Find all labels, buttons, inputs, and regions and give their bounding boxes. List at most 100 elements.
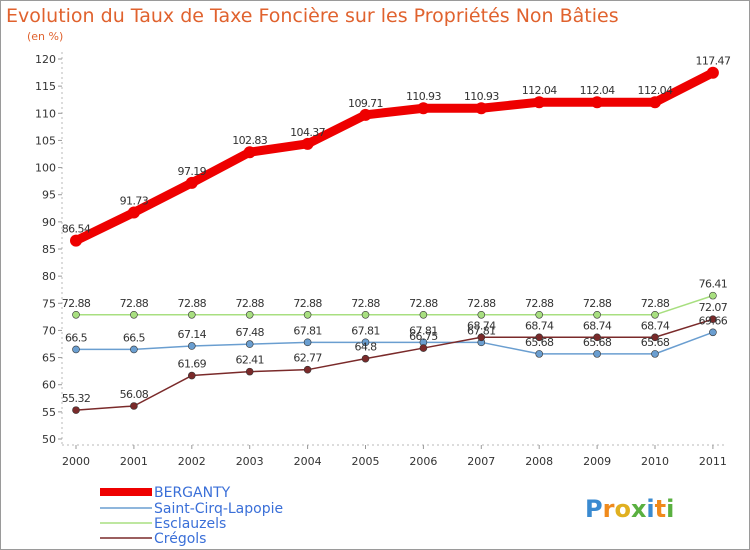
data-point — [245, 310, 254, 319]
y-tick-label: 80 — [42, 270, 56, 283]
data-point — [188, 310, 196, 319]
x-tick-label: 2004 — [294, 455, 322, 468]
data-label: 76.41 — [699, 278, 728, 291]
data-label: 72.88 — [235, 297, 264, 310]
data-label: 109.71 — [348, 97, 383, 110]
y-tick-label: 120 — [35, 53, 56, 66]
logo-text: Proxiti — [585, 495, 674, 523]
data-label: 56.08 — [120, 388, 149, 401]
legend-label: Crégols — [154, 531, 206, 547]
data-point — [245, 367, 254, 376]
logo-letter: t — [655, 495, 666, 523]
data-label: 66.5 — [65, 331, 88, 344]
data-point — [243, 146, 256, 159]
y-tick-label: 55 — [42, 406, 56, 419]
x-tick-label: 2003 — [236, 455, 264, 468]
data-label: 91.73 — [120, 194, 149, 207]
data-point — [535, 333, 544, 342]
data-point — [72, 310, 80, 319]
data-label: 65.68 — [583, 336, 612, 349]
data-point — [361, 354, 370, 363]
data-point — [651, 333, 659, 342]
data-label: 72.88 — [525, 297, 554, 310]
data-label: 65.68 — [525, 336, 554, 349]
data-label: 69.66 — [699, 314, 728, 327]
data-label: 67.81 — [351, 324, 380, 337]
data-label: 67.14 — [178, 328, 207, 341]
data-point — [245, 340, 254, 348]
data-point — [649, 96, 661, 109]
data-point — [535, 350, 544, 358]
data-point — [361, 310, 370, 319]
data-point — [188, 342, 196, 350]
data-point — [359, 108, 372, 121]
series-line — [75, 294, 714, 316]
data-label: 72.88 — [641, 297, 670, 310]
logo-letter: o — [614, 495, 631, 523]
data-label: 72.88 — [293, 297, 322, 310]
y-tick-label: 95 — [42, 189, 56, 202]
data-label: 65.68 — [641, 336, 670, 349]
series-line — [75, 331, 714, 355]
data-point — [417, 102, 430, 115]
y-tick-label: 110 — [35, 107, 56, 120]
data-label: 66.5 — [123, 331, 146, 344]
y-tick-label: 85 — [42, 243, 56, 256]
y-tick-label: 105 — [35, 134, 56, 147]
y-tick-label: 100 — [35, 162, 56, 175]
data-point — [706, 66, 719, 79]
data-label: 67.48 — [235, 326, 264, 339]
data-label: 62.77 — [293, 352, 322, 365]
data-label: 97.19 — [178, 165, 207, 178]
data-point — [185, 176, 198, 189]
x-tick-label: 2010 — [641, 455, 669, 468]
data-point — [593, 350, 601, 358]
data-point — [301, 137, 314, 150]
data-point — [651, 310, 659, 319]
data-label: 110.93 — [464, 90, 499, 103]
legend-label: BERGANTY — [154, 485, 231, 501]
x-tick-label: 2011 — [699, 455, 727, 468]
data-labels: 86.54 91.73 97.19 102.83 104.37 109.71 110.93 1… — [62, 55, 732, 405]
data-point — [709, 315, 717, 323]
x-tick-label: 2007 — [467, 455, 495, 468]
x-tick-label: 2005 — [352, 455, 380, 468]
data-label: 72.88 — [409, 297, 438, 310]
data-point — [127, 206, 140, 219]
data-label: 72.88 — [467, 297, 496, 310]
data-label: 72.07 — [699, 301, 728, 314]
series-line — [71, 68, 718, 246]
data-point — [130, 402, 138, 410]
x-tick-label: 2002 — [178, 455, 206, 468]
data-label: 102.83 — [232, 134, 267, 147]
y-tick-label: 60 — [42, 379, 56, 392]
data-point — [533, 96, 546, 109]
x-tick-label: 2000 — [62, 455, 90, 468]
data-label: 72.88 — [120, 297, 149, 310]
data-point — [72, 406, 80, 414]
data-point — [593, 310, 601, 319]
chart-title: Evolution du Taux de Taxe Foncière sur l… — [6, 5, 619, 27]
data-point — [475, 102, 488, 115]
proxiti-logo: Proxiti — [585, 495, 674, 523]
data-label: 68.74 — [525, 319, 554, 332]
data-label: 67.81 — [293, 324, 322, 337]
data-label: 112.04 — [580, 84, 615, 97]
data-point — [709, 291, 717, 300]
data-point — [419, 344, 428, 352]
data-label: 86.54 — [62, 223, 91, 236]
data-label: 112.04 — [522, 84, 557, 97]
data-label: 64.8 — [354, 341, 377, 354]
data-point — [130, 310, 138, 319]
data-label: 72.88 — [351, 297, 380, 310]
logo-letter: r — [603, 495, 615, 523]
data-label: 67.81 — [409, 324, 438, 337]
data-point — [70, 234, 82, 247]
data-label: 68.74 — [467, 319, 496, 332]
y-tick-label: 75 — [42, 297, 56, 310]
data-point — [419, 310, 428, 319]
data-point — [651, 350, 659, 358]
data-label: 55.32 — [62, 392, 91, 405]
data-label: 68.74 — [641, 319, 670, 332]
